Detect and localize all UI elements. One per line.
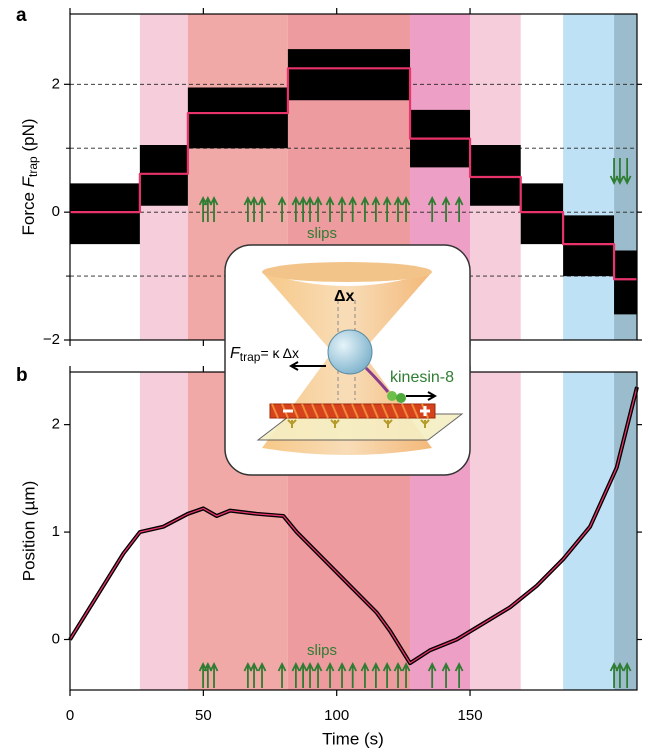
slip-arrow [203, 195, 213, 222]
label-symbol: F [19, 175, 38, 187]
motor-head [387, 391, 397, 401]
slip-arrow [360, 195, 370, 222]
slip-arrow [401, 195, 411, 222]
laser-cone [262, 272, 432, 352]
shaded-region [563, 14, 615, 340]
slip-arrow [249, 195, 259, 222]
annotation: slips [307, 225, 337, 242]
slip-arrow [298, 195, 308, 222]
y-axis-label: Force Ftrap (pN) [19, 118, 40, 235]
slip-arrow [441, 661, 451, 688]
slip-arrow [360, 661, 370, 688]
mean-trace [70, 67, 637, 281]
slip-arrow [325, 661, 335, 688]
slip-arrow [337, 195, 347, 222]
y-tick-label: 1 [52, 523, 60, 540]
noise-band [70, 49, 637, 315]
slip-arrow [427, 195, 437, 222]
slip-arrow [305, 195, 315, 222]
force-arrow [288, 361, 326, 371]
x-tick-label: 150 [458, 707, 483, 724]
slip-arrow [609, 661, 619, 688]
slip-arrow [249, 661, 259, 688]
slip-arrow [277, 195, 287, 222]
slip-arrow [348, 661, 358, 688]
slip-arrow [427, 661, 437, 688]
motor-arrow [406, 391, 438, 401]
x-axis-label: Time (s) [322, 729, 384, 748]
slip-arrow [291, 661, 301, 688]
slip-arrow [393, 195, 403, 222]
slip-arrow [615, 661, 625, 688]
slip-arrow [454, 661, 464, 688]
slip-arrow [337, 661, 347, 688]
x-tick-label: 100 [324, 707, 349, 724]
slip-arrow [243, 661, 253, 688]
trace [69, 386, 638, 664]
label-unit: (pN) [19, 118, 38, 156]
slip-arrow [209, 661, 219, 688]
slip-arrow [209, 195, 219, 222]
laser-cone-top [262, 262, 432, 282]
slip-arrow [348, 195, 358, 222]
motor-label: kinesin-8 [390, 369, 454, 386]
force-label: Ftrap= κ Δx [230, 345, 299, 364]
panel-letter: a [16, 5, 27, 26]
y-tick-label: 0 [52, 630, 60, 647]
slip-arrow [291, 195, 301, 222]
slip-arrow [382, 661, 392, 688]
slip-arrow [371, 661, 381, 688]
motor-head [396, 393, 406, 403]
inset-diagram: Δx Ftrap= κ Δx kinesin-8 [224, 244, 471, 476]
displacement-label: Δx [334, 288, 355, 305]
glass-slide [256, 413, 464, 441]
slip-arrow [203, 661, 213, 688]
slip-arrow [401, 661, 411, 688]
slip-arrow [305, 661, 315, 688]
y-axis-label: Position (µm) [19, 481, 38, 581]
force-subscript: trap [240, 350, 261, 364]
plus-end [420, 406, 430, 416]
x-tick-label: 0 [66, 707, 74, 724]
slip-arrow [243, 195, 253, 222]
force-formula: = κ Δx [260, 345, 299, 361]
y-tick-label: 0 [52, 203, 60, 220]
slip-arrow [622, 158, 632, 186]
annotation: slips [307, 642, 337, 659]
y-tick-label: 2 [52, 416, 60, 433]
x-tick-label: 50 [195, 707, 212, 724]
slip-arrow [441, 195, 451, 222]
bead [327, 329, 373, 375]
slip-arrow [393, 661, 403, 688]
plot-layer: −2 0 2 0 1 2 0 50 100 150 [43, 8, 642, 724]
slip-arrow [454, 195, 464, 222]
y-tick-label: 2 [52, 75, 60, 92]
shaded-region [470, 372, 521, 690]
slip-arrow [277, 661, 287, 688]
panel: −2 0 2 [43, 8, 642, 348]
label-subscript: trap [26, 156, 40, 177]
force-symbol: F [230, 345, 241, 362]
slip-arrow [257, 195, 267, 222]
panel-letter: b [16, 365, 28, 386]
label-text: Force [19, 187, 38, 235]
slip-arrow [257, 661, 267, 688]
slip-arrow [615, 158, 625, 186]
slip-arrow [325, 195, 335, 222]
motor-stalk [364, 366, 390, 393]
shaded-region [614, 372, 637, 690]
slip-arrow [609, 158, 619, 186]
slip-arrow [622, 661, 632, 688]
slip-arrow [382, 195, 392, 222]
slip-arrow [371, 195, 381, 222]
slip-arrow [313, 195, 323, 222]
y-tick-label: −2 [43, 331, 60, 348]
slip-arrow [298, 661, 308, 688]
antibody [287, 419, 430, 428]
slip-arrow [313, 661, 323, 688]
